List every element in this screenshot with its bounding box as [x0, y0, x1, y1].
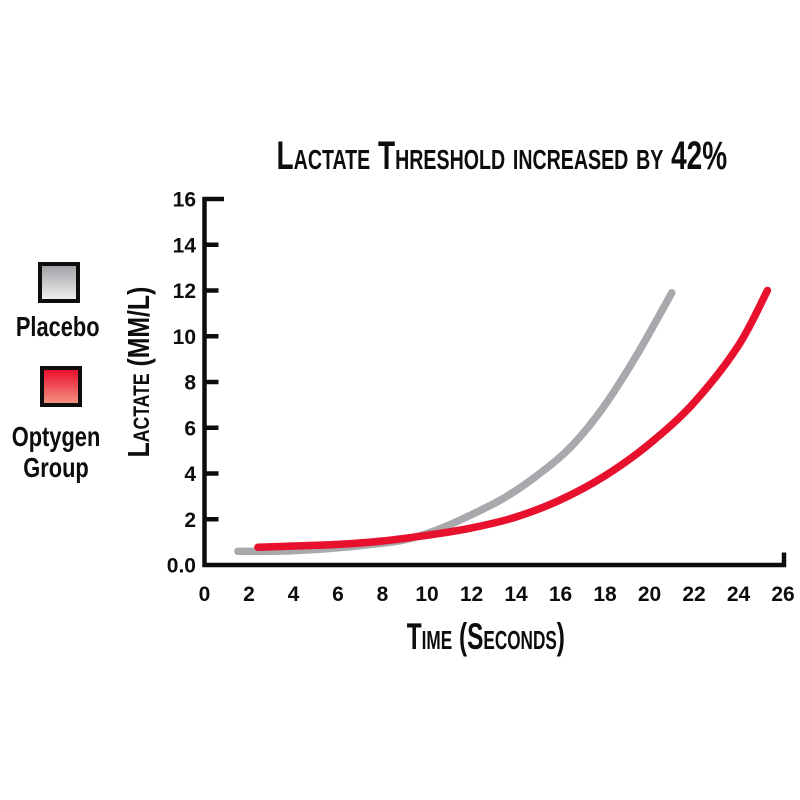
y-tick-label: 12 — [173, 280, 196, 303]
chart-title-text: Lactate Threshold increased by 42% — [276, 134, 728, 178]
x-tick-label: 10 — [415, 583, 438, 606]
x-tick-label: 20 — [638, 583, 661, 606]
x-tick-label: 12 — [460, 583, 483, 606]
y-tick-label: 0.0 — [167, 555, 196, 578]
x-tick-label: 2 — [243, 583, 255, 606]
legend-label-placebo: Placebo — [16, 311, 100, 342]
y-tick-label: 2 — [184, 509, 196, 532]
y-tick-label: 8 — [184, 372, 196, 395]
y-tick-label: 4 — [184, 463, 196, 486]
y-tick-label: 10 — [173, 326, 196, 349]
x-tick-label: 0 — [199, 583, 211, 606]
axis-frame — [202, 196, 787, 568]
x-tick-label: 8 — [377, 583, 389, 606]
x-tick-label: 22 — [682, 583, 705, 606]
optygen-group-curve — [254, 286, 772, 551]
x-axis-title: Time (Seconds) — [406, 616, 566, 657]
y-tick-label: 6 — [184, 417, 196, 440]
legend-swatch-placebo — [38, 262, 80, 303]
x-tick-label: 24 — [727, 583, 751, 606]
legend-label-optygen: Optygen Group — [11, 421, 101, 483]
x-tick-label: 26 — [771, 583, 794, 606]
x-tick-label: 6 — [332, 583, 344, 606]
x-tick-label: 4 — [288, 583, 300, 606]
legend-swatch-optygen — [40, 366, 82, 407]
placebo-curve — [234, 289, 676, 556]
x-tick-label: 18 — [593, 583, 617, 606]
x-tick-label: 14 — [504, 583, 528, 606]
x-tick-label: 16 — [549, 583, 572, 606]
y-tick-label: 14 — [173, 234, 197, 257]
chart-title: Lactate Threshold increased by 42% — [180, 134, 780, 179]
y-tick-label: 16 — [173, 189, 196, 212]
